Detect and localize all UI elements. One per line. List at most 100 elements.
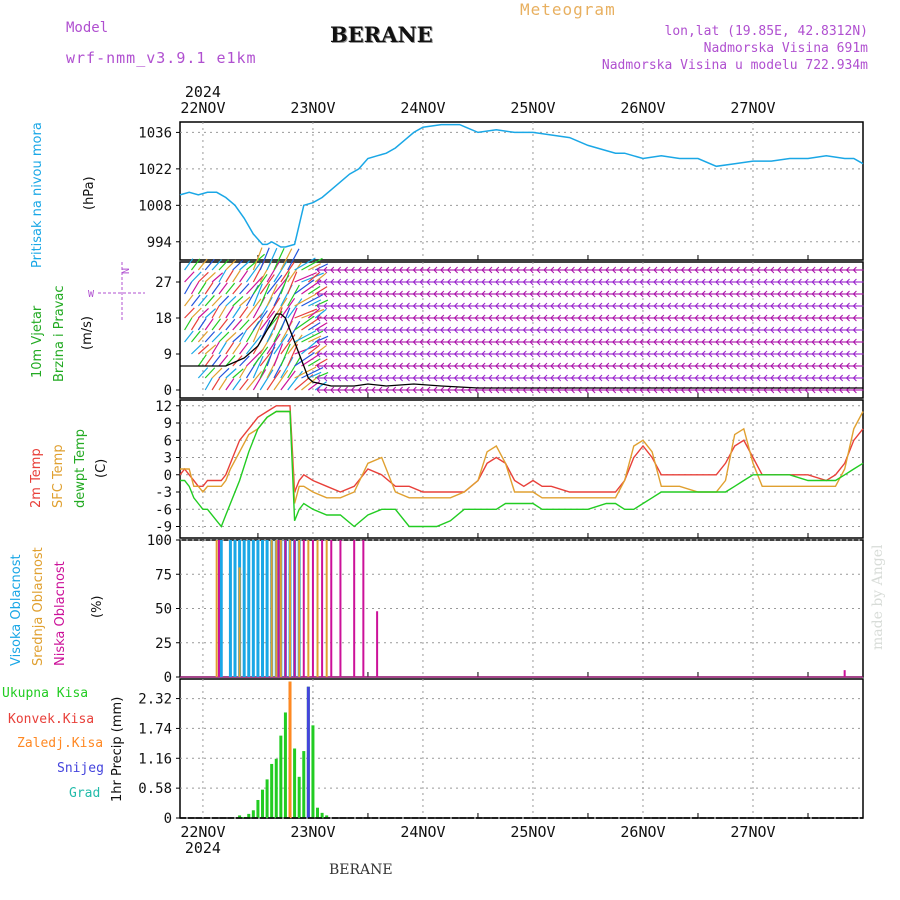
wind-barb [502, 377, 507, 382]
wind-barb [811, 314, 816, 319]
wind-barb [433, 317, 438, 322]
wind-barb [351, 353, 355, 358]
wind-barb [433, 362, 438, 367]
wind-barb [461, 305, 465, 310]
wind-barb [784, 353, 789, 358]
wind-barb [378, 290, 383, 295]
wind-barb [736, 365, 740, 370]
wind-barb [571, 365, 575, 370]
cloud-bar-1 [289, 540, 292, 677]
wind-barb [406, 389, 410, 394]
wind-barb [523, 314, 527, 319]
wind-barb [743, 374, 747, 379]
wind-barb [488, 278, 493, 283]
wind-barb [825, 353, 830, 358]
wind-barb [344, 314, 348, 319]
wind-barb [811, 305, 816, 310]
wind-barb [639, 365, 644, 370]
wind-barb [660, 353, 665, 358]
wind-barb [406, 317, 410, 322]
wind-barb [266, 247, 278, 271]
wind-barb [433, 314, 438, 319]
wind-barb [232, 378, 242, 391]
wind-barb [419, 314, 424, 319]
wind-barb [853, 293, 857, 298]
wind-barb [495, 302, 500, 307]
wind-barb [853, 365, 857, 370]
wind-barb [639, 338, 644, 343]
wind-barb [701, 293, 706, 298]
wind-barb [358, 305, 362, 310]
wind-barb [557, 290, 562, 295]
wind-barb [502, 341, 507, 346]
wind-barb [674, 341, 678, 346]
wind-barb [749, 281, 754, 286]
wind-barb [667, 338, 672, 343]
wind-barb [406, 269, 410, 274]
wind-barb [399, 350, 403, 355]
wind-barb [211, 282, 221, 295]
wind-barb [337, 374, 342, 379]
wind-barb [550, 305, 555, 310]
wind-barb [392, 362, 397, 367]
wind-barb [763, 326, 768, 331]
wind-barb [839, 350, 844, 355]
wind-barb [626, 293, 630, 298]
wind-barb [316, 377, 321, 382]
wind-barb [191, 307, 202, 319]
wind-barb [232, 259, 244, 271]
wind-barb [323, 374, 328, 379]
wind-barb [612, 293, 617, 298]
wind-barb [543, 353, 548, 358]
wind-barb [791, 362, 795, 367]
wind-barb [218, 282, 228, 295]
wind-barb [301, 330, 324, 343]
wind-barb [440, 281, 445, 286]
wind-barb [204, 344, 217, 355]
wind-barb [337, 302, 342, 307]
wind-barb [777, 302, 782, 307]
wind-barb [358, 290, 362, 295]
wind-barb [351, 389, 355, 394]
wind-barb [715, 266, 720, 271]
wind-barb [516, 350, 520, 355]
wind-barb [426, 266, 431, 271]
wind-barb [729, 338, 734, 343]
wind-barb [763, 302, 768, 307]
wind-barb [488, 353, 493, 358]
wind-barb [481, 374, 486, 379]
wind-barb [612, 278, 617, 283]
wind-barb [385, 341, 390, 346]
wind-barb [239, 270, 249, 283]
bottom-day-label: 26NOV [620, 823, 665, 841]
wind-barb [811, 329, 816, 334]
wind-barb [419, 350, 424, 355]
wind-barb [495, 350, 500, 355]
wind-barb [399, 281, 403, 286]
wind-barb [364, 314, 369, 319]
wind-barb [316, 386, 321, 391]
wind-barb [509, 389, 513, 394]
wind-barb [770, 362, 775, 367]
precip-ytick-label: 1.74 [138, 721, 172, 737]
wind-barb [564, 362, 568, 367]
temp-ytick-label: 3 [164, 451, 172, 467]
wind-barb [358, 281, 362, 286]
wind-barb [633, 302, 637, 307]
wind-barb [804, 302, 809, 307]
wind-barb [798, 377, 802, 382]
wind-barb [461, 302, 465, 307]
wind-barb [633, 341, 637, 346]
wind-barb [674, 293, 678, 298]
wind-barb [839, 305, 844, 310]
wind-barb [447, 389, 452, 394]
cloud-bar-2 [376, 611, 379, 677]
wind-barb [308, 358, 321, 367]
precip-total-bar [270, 763, 274, 818]
wind-barb [557, 305, 562, 310]
wind-barb [516, 365, 520, 370]
wind-barb [308, 285, 321, 295]
wind-barb [392, 365, 397, 370]
wind-barb [488, 290, 493, 295]
wind-barb [681, 302, 685, 307]
